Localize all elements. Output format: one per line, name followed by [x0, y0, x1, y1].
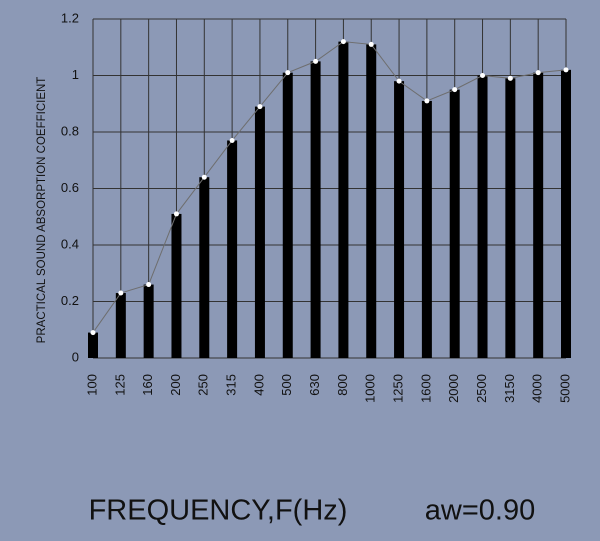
bar — [421, 100, 432, 359]
bar — [227, 140, 238, 358]
point — [201, 174, 207, 180]
bar — [477, 75, 488, 358]
point — [563, 67, 569, 73]
point — [340, 39, 346, 45]
bar — [143, 284, 154, 358]
point — [480, 73, 486, 78]
point — [146, 282, 152, 288]
point — [173, 211, 179, 217]
bar — [282, 72, 293, 359]
trend-line — [92, 41, 567, 333]
bar — [171, 213, 182, 358]
x-tick-label: 1000 — [363, 374, 378, 403]
y-tick-label: 0.2 — [61, 293, 79, 308]
bar — [505, 78, 516, 358]
x-tick-label: 250 — [196, 374, 211, 396]
point — [313, 58, 319, 64]
x-axis-label: FREQUENCY,F(Hz) — [89, 495, 348, 527]
bar — [254, 106, 265, 358]
x-tick-label: 2000 — [446, 374, 461, 403]
x-tick-label: 125 — [112, 374, 127, 396]
point — [118, 290, 124, 296]
annotation: aw=0.90 — [425, 495, 535, 527]
bar — [199, 177, 210, 358]
point — [90, 330, 96, 336]
x-tick-label: 3150 — [502, 374, 517, 403]
point — [368, 41, 374, 47]
y-tick-label: 0.4 — [61, 236, 79, 251]
x-tick-label: 400 — [251, 374, 266, 396]
bar — [449, 89, 460, 358]
bar — [561, 69, 571, 358]
y-tick-label: 1 — [72, 67, 79, 82]
bar — [115, 293, 126, 358]
x-tick-label: 160 — [140, 374, 155, 396]
x-tick-label: 630 — [307, 374, 322, 396]
x-tick-label: 5000 — [557, 374, 572, 403]
x-tick-label: 500 — [279, 374, 294, 396]
bar — [338, 41, 349, 358]
x-tick-label: 1250 — [390, 374, 405, 403]
x-tick-label: 315 — [224, 374, 239, 396]
bar — [88, 332, 98, 358]
x-tick-label: 800 — [335, 374, 350, 396]
bar — [366, 44, 377, 359]
point — [507, 75, 513, 81]
y-tick-label: 0 — [72, 349, 79, 364]
x-tick-label: 1600 — [418, 374, 433, 403]
x-tick-label: 2500 — [474, 374, 489, 403]
bar — [394, 81, 405, 359]
point — [229, 137, 235, 143]
point — [452, 87, 458, 93]
point — [285, 70, 291, 76]
point — [424, 98, 430, 104]
y-axis-label: PRACTICAL SOUND ABSORPTION COEFFICIENT — [36, 77, 48, 344]
y-tick-label: 0.8 — [61, 123, 79, 138]
point — [396, 78, 402, 84]
x-tick-label: 100 — [84, 374, 99, 396]
y-tick-label: 0.6 — [61, 180, 79, 195]
x-tick-label: 200 — [168, 374, 183, 396]
x-tick-label: 4000 — [530, 374, 545, 403]
bar — [533, 72, 544, 359]
y-tick-label: 1.2 — [61, 10, 79, 25]
point — [535, 70, 541, 76]
point — [257, 104, 263, 110]
bar — [310, 61, 321, 358]
